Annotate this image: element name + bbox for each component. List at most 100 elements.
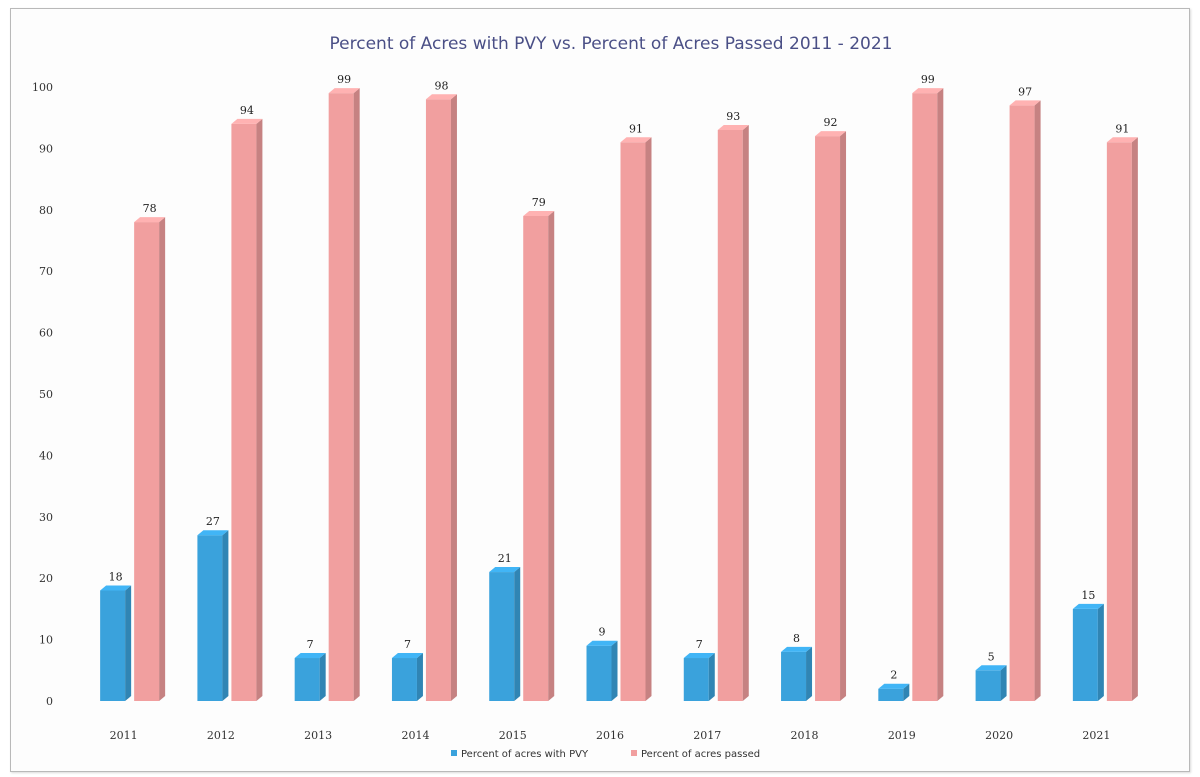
bar-passed <box>425 94 457 701</box>
bar-top <box>586 640 618 646</box>
bar-top <box>815 131 847 137</box>
data-label: 98 <box>434 79 448 92</box>
bar-top <box>134 217 166 223</box>
bar-side <box>645 137 652 701</box>
bar-side <box>742 124 749 702</box>
data-label: 99 <box>921 73 935 86</box>
legend-label: Percent of acres passed <box>641 749 760 760</box>
bar-pvy <box>294 653 326 701</box>
data-label: 97 <box>1018 85 1032 98</box>
data-label: 99 <box>337 73 351 86</box>
bar-front <box>878 688 904 701</box>
bar-passed <box>231 118 263 702</box>
legend-swatch <box>631 750 637 756</box>
bar-side <box>222 530 229 701</box>
bar-side <box>840 131 847 701</box>
data-label: 7 <box>696 638 703 651</box>
data-label: 79 <box>532 196 546 209</box>
bar-front <box>391 658 417 701</box>
bar-side <box>548 210 555 701</box>
y-axis: 0 10 20 30 40 50 60 70 80 90 100 <box>32 81 53 708</box>
bar-side <box>1034 100 1041 702</box>
bar-top <box>197 530 229 536</box>
bar-pvy <box>489 567 521 701</box>
bar-side <box>806 646 813 701</box>
bar-side <box>125 585 132 701</box>
bar-top <box>294 653 326 659</box>
bar-passed <box>912 88 944 701</box>
bars <box>100 88 1138 702</box>
bar-front <box>1106 142 1132 701</box>
bar-top <box>391 653 423 659</box>
bar-top <box>1106 137 1138 143</box>
bar-pvy <box>975 665 1007 701</box>
data-label: 7 <box>404 638 411 651</box>
x-tick-label: 2014 <box>401 729 429 742</box>
bar-side <box>1000 665 1007 701</box>
bar-front <box>1072 608 1098 701</box>
data-label: 18 <box>109 570 123 583</box>
bar-pvy <box>683 653 715 701</box>
bar-top <box>231 118 263 124</box>
bar-top <box>100 585 132 591</box>
y-tick-label: 0 <box>46 695 53 708</box>
bar-front <box>975 670 1001 701</box>
data-label: 27 <box>206 515 220 528</box>
bar-front <box>815 136 841 701</box>
x-tick-label: 2016 <box>596 729 624 742</box>
data-label: 94 <box>240 104 254 117</box>
bar-top <box>717 124 749 130</box>
bar-side <box>256 118 263 702</box>
bar-front <box>328 93 354 701</box>
data-label: 92 <box>824 116 838 129</box>
bar-top <box>912 88 944 94</box>
x-tick-label: 2011 <box>110 729 138 742</box>
bar-passed <box>134 217 166 701</box>
data-label: 8 <box>793 632 800 645</box>
bar-side <box>937 88 944 701</box>
bar-front <box>197 535 223 701</box>
data-label: 15 <box>1081 589 1095 602</box>
bar-side <box>416 653 423 701</box>
bar-chart: Percent of Acres with PVY vs. Percent of… <box>32 34 1138 760</box>
y-tick-label: 50 <box>39 388 53 401</box>
x-tick-label: 2021 <box>1082 729 1110 742</box>
legend-swatch <box>451 750 457 756</box>
y-tick-label: 80 <box>39 204 53 217</box>
bar-front <box>231 123 257 702</box>
x-tick-label: 2018 <box>791 729 819 742</box>
bar-pvy <box>197 530 229 701</box>
bar-pvy <box>1072 603 1104 701</box>
y-tick-label: 60 <box>39 327 53 340</box>
data-label: 7 <box>307 638 314 651</box>
bar-front <box>717 129 743 702</box>
x-tick-label: 2015 <box>499 729 527 742</box>
y-tick-label: 100 <box>32 81 53 94</box>
bar-passed <box>815 131 847 701</box>
bar-top <box>620 137 652 143</box>
bar-passed <box>620 137 652 701</box>
data-label: 93 <box>726 110 740 123</box>
bar-side <box>319 653 326 701</box>
bar-front <box>683 658 709 701</box>
bar-passed <box>328 88 360 701</box>
bar-side <box>353 88 360 701</box>
legend: Percent of acres with PVY Percent of acre… <box>451 749 760 760</box>
bar-pvy <box>878 683 910 701</box>
x-tick-label: 2020 <box>985 729 1013 742</box>
bar-top <box>781 646 813 652</box>
x-tick-label: 2017 <box>693 729 721 742</box>
bar-passed <box>523 210 555 701</box>
bar-front <box>294 658 320 701</box>
bar-pvy <box>391 653 423 701</box>
bar-top <box>523 210 555 216</box>
bar-side <box>450 94 457 701</box>
bar-side <box>514 567 521 701</box>
data-label: 21 <box>498 552 512 565</box>
chart-frame: Percent of Acres with PVY vs. Percent of… <box>10 8 1190 772</box>
y-tick-label: 70 <box>39 265 53 278</box>
data-label: 5 <box>988 650 995 663</box>
bar-top <box>425 94 457 100</box>
bar-front <box>134 222 160 701</box>
